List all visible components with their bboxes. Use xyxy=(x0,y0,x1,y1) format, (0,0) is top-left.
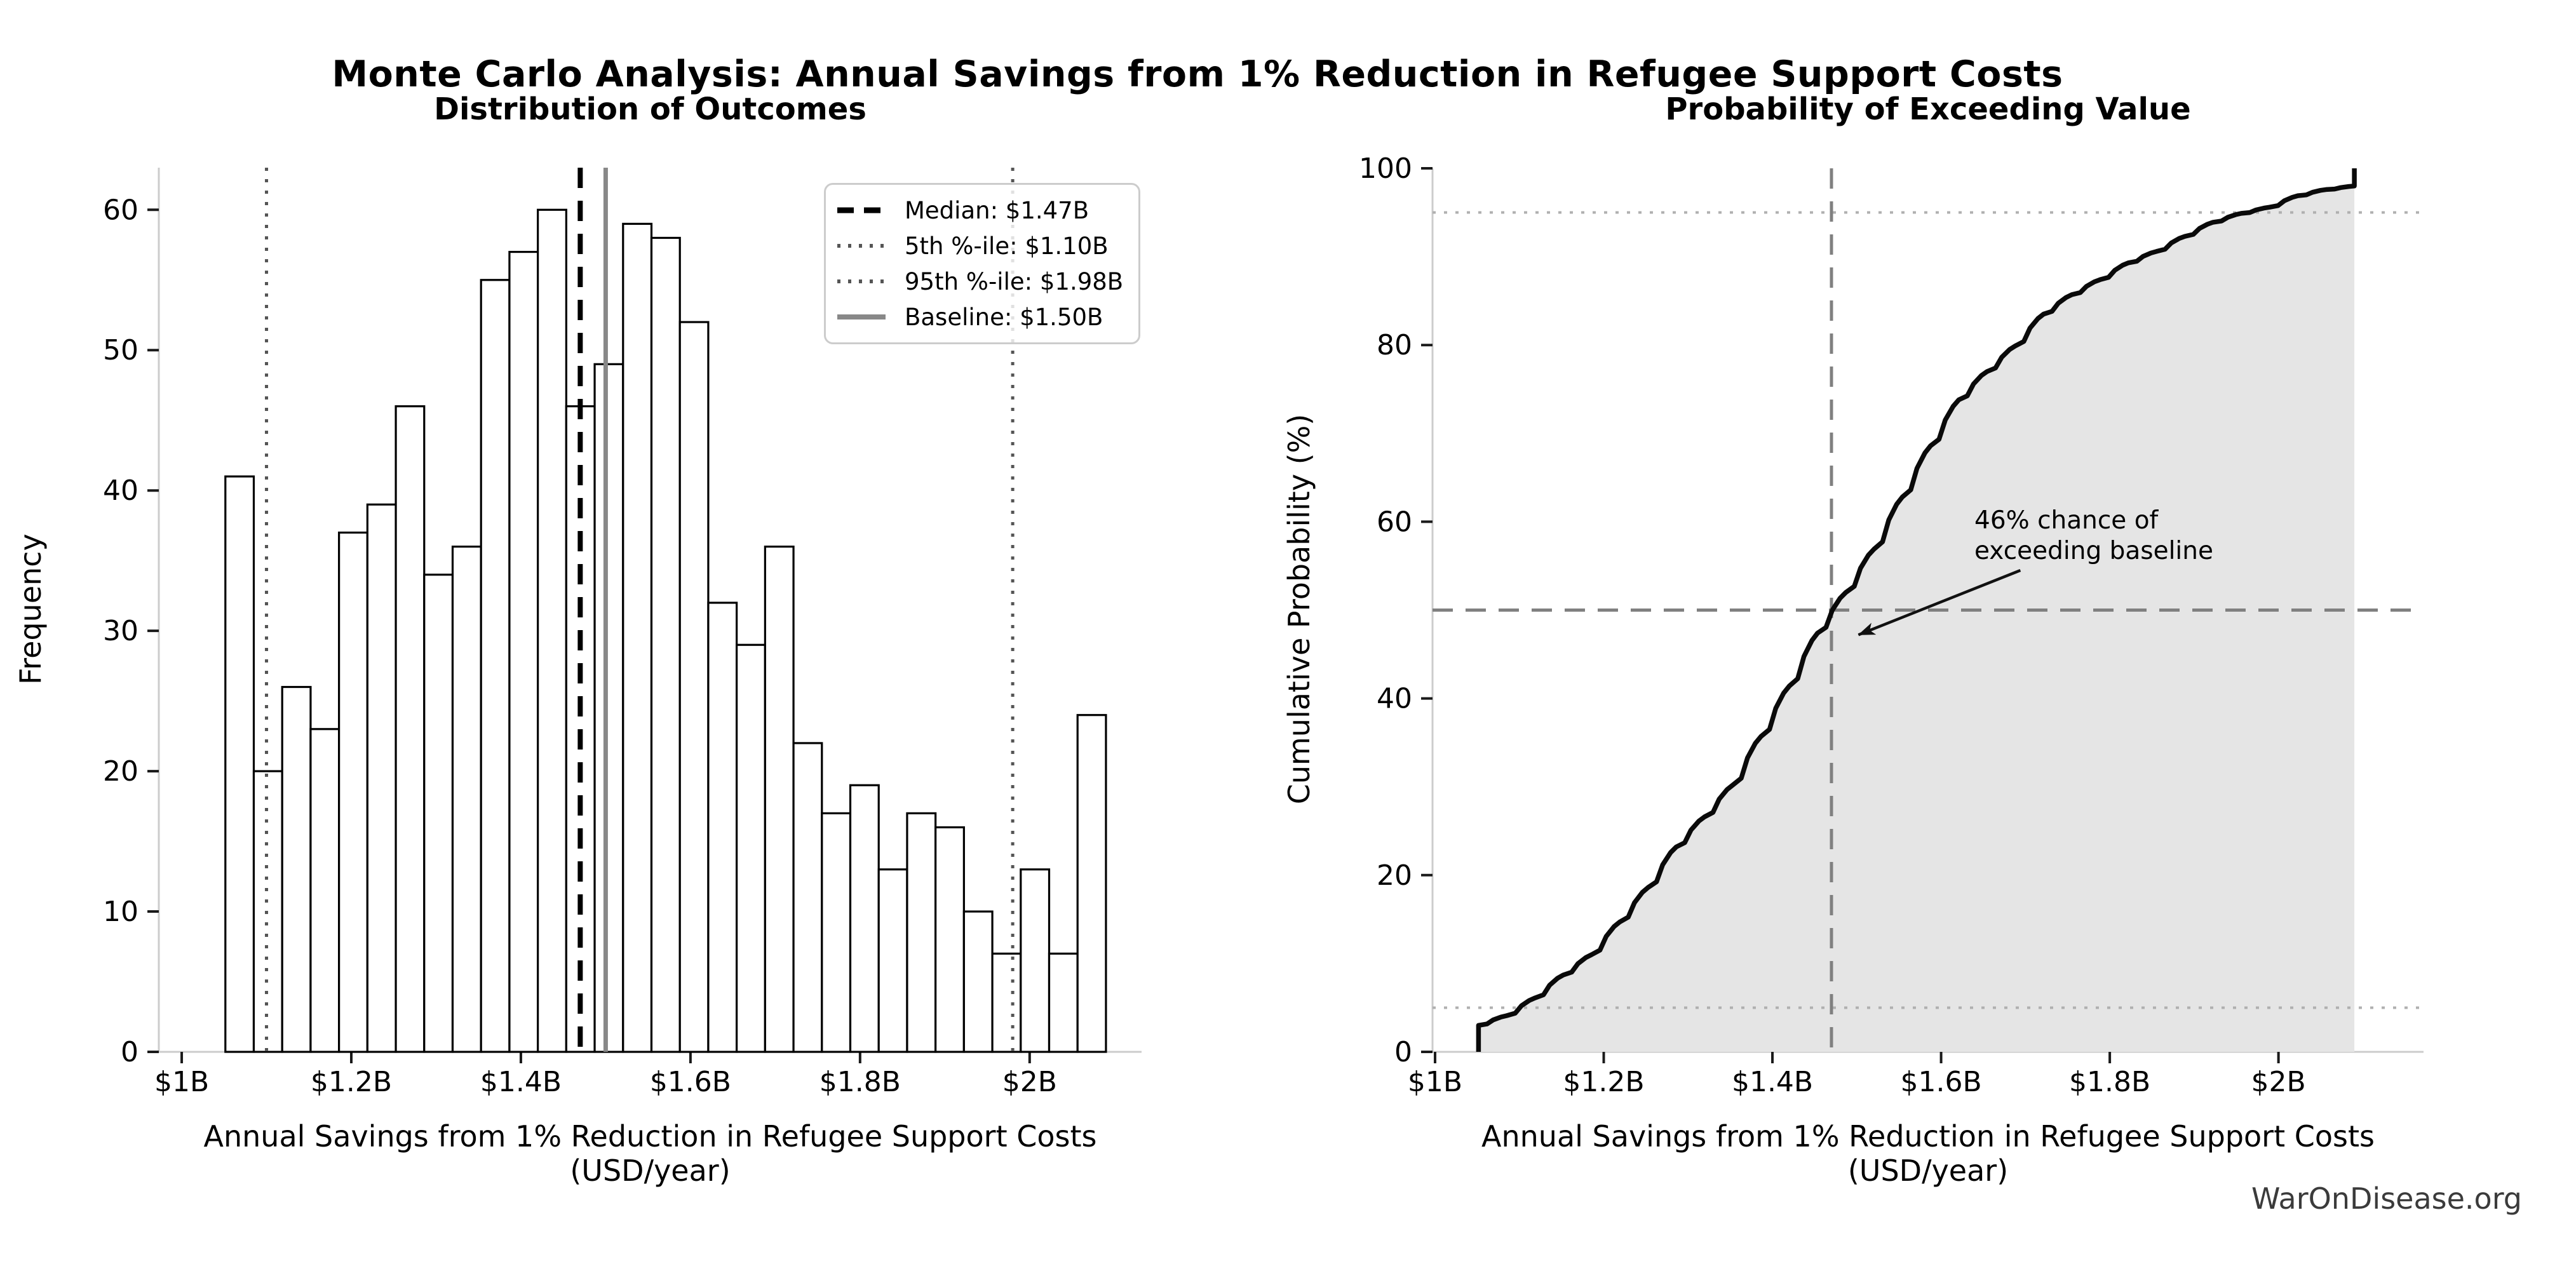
histogram-bar xyxy=(508,250,539,1053)
x-tick-label: $1.4B xyxy=(1732,1066,1813,1098)
x-tick-label: $1.6B xyxy=(650,1066,731,1098)
legend: Median: $1.47B 5th %-ile: $1.10B 95th %-il… xyxy=(824,183,1141,344)
histogram-bar xyxy=(906,812,937,1053)
histogram-bar xyxy=(1076,714,1107,1053)
histogram-bar xyxy=(622,222,653,1053)
histogram-bar xyxy=(394,405,426,1053)
x-tick-label: $1.2B xyxy=(1563,1066,1644,1098)
histogram-bar xyxy=(366,503,397,1053)
histogram-bar xyxy=(650,236,681,1053)
x-tick-label: $1.2B xyxy=(311,1066,392,1098)
cdf-title: Probability of Exceeding Value xyxy=(1665,91,2191,127)
histogram-x-axis-label: Annual Savings from 1% Reduction in Refu… xyxy=(203,1119,1097,1188)
annotation-arrow xyxy=(1858,568,2021,636)
figure-title: Monte Carlo Analysis: Annual Savings fro… xyxy=(332,53,2063,95)
legend-line-sample xyxy=(837,279,886,283)
histogram-bar xyxy=(1020,868,1051,1053)
y-tick-label: 40 xyxy=(103,474,138,507)
histogram-plot: $1B $1.2B $1.4B $1.6B $1.8B $2B 0 10 20 30 40 50 60 xyxy=(103,168,1142,1098)
histogram-bar xyxy=(792,742,823,1053)
y-tick-label: 0 xyxy=(1394,1036,1412,1068)
x-tick-label: $2B xyxy=(2251,1066,2306,1098)
cdf-y-axis-label: Cumulative Probability (%) xyxy=(1282,414,1316,805)
x-tick-label: $1.6B xyxy=(1901,1066,1982,1098)
y-tick-label: 10 xyxy=(103,896,138,928)
y-tick-label: 30 xyxy=(103,615,138,647)
histogram-bar xyxy=(593,363,624,1053)
histogram-bar xyxy=(1048,952,1079,1053)
legend-line-sample xyxy=(837,244,886,248)
cdf-curve xyxy=(1476,168,2357,1052)
legend-item-label: 95th %-ile: $1.98B xyxy=(905,267,1124,295)
legend-item-label: Baseline: $1.50B xyxy=(905,303,1103,331)
legend-item-label: Median: $1.47B xyxy=(905,196,1089,224)
legend-item: 5th %-ile: $1.10B xyxy=(836,228,1123,264)
y-tick-label: 20 xyxy=(1377,859,1412,892)
histogram-bar xyxy=(877,868,908,1053)
y-tick-label: 20 xyxy=(103,755,138,788)
histogram-bar xyxy=(707,602,738,1053)
histogram-bar xyxy=(934,826,965,1053)
histogram-bar xyxy=(678,321,710,1053)
watermark: WarOnDisease.org xyxy=(2251,1181,2522,1216)
histogram-bar xyxy=(338,531,368,1053)
histogram-bar xyxy=(991,952,1022,1053)
histogram-bar xyxy=(480,279,511,1053)
histogram-bar xyxy=(736,643,766,1053)
histogram-bar xyxy=(537,208,567,1053)
y-tick-label: 40 xyxy=(1377,683,1412,715)
histogram-bar xyxy=(764,545,795,1053)
histogram-y-axis-label: Frequency xyxy=(13,534,48,685)
x-tick-label: $1.8B xyxy=(2069,1066,2150,1098)
cdf-annotation: 46% chance of exceeding baseline xyxy=(1974,506,2213,566)
histogram-bar xyxy=(962,910,994,1053)
histogram-bar xyxy=(224,475,255,1053)
legend-item: Baseline: $1.50B xyxy=(836,299,1123,335)
y-tick-label: 0 xyxy=(121,1036,138,1068)
legend-item: Median: $1.47B xyxy=(836,192,1123,228)
x-tick-label: $1B xyxy=(154,1066,209,1098)
cdf-plot: $1B $1.2B $1.4B $1.6B $1.8B $2B 0 20 40 60 80 100 xyxy=(1359,152,2424,1098)
y-tick-label: 60 xyxy=(1377,506,1412,538)
x-tick-label: $1B xyxy=(1408,1066,1462,1098)
cdf-fill-area xyxy=(1478,185,2355,1052)
y-tick-label: 80 xyxy=(1377,329,1412,361)
y-tick-label: 100 xyxy=(1359,152,1412,185)
y-tick-label: 50 xyxy=(103,334,138,367)
legend-line-sample xyxy=(837,207,886,213)
legend-line-sample xyxy=(837,314,886,319)
histogram-bars xyxy=(224,208,1107,1053)
y-tick-label: 60 xyxy=(103,194,138,226)
histogram-bar xyxy=(451,545,482,1053)
x-tick-label: $2B xyxy=(1002,1066,1057,1098)
histogram-title: Distribution of Outcomes xyxy=(434,91,867,127)
legend-item-label: 5th %-ile: $1.10B xyxy=(905,232,1109,260)
x-tick-label: $1.4B xyxy=(480,1066,562,1098)
histogram-bar xyxy=(281,685,312,1053)
legend-item: 95th %-ile: $1.98B xyxy=(836,264,1123,299)
histogram-bar xyxy=(423,574,454,1053)
histogram-bar xyxy=(849,784,880,1053)
x-tick-label: $1.8B xyxy=(819,1066,901,1098)
histogram-bar xyxy=(309,728,341,1053)
cdf-x-axis-label: Annual Savings from 1% Reduction in Refu… xyxy=(1481,1119,2375,1188)
histogram-bar xyxy=(821,812,852,1053)
